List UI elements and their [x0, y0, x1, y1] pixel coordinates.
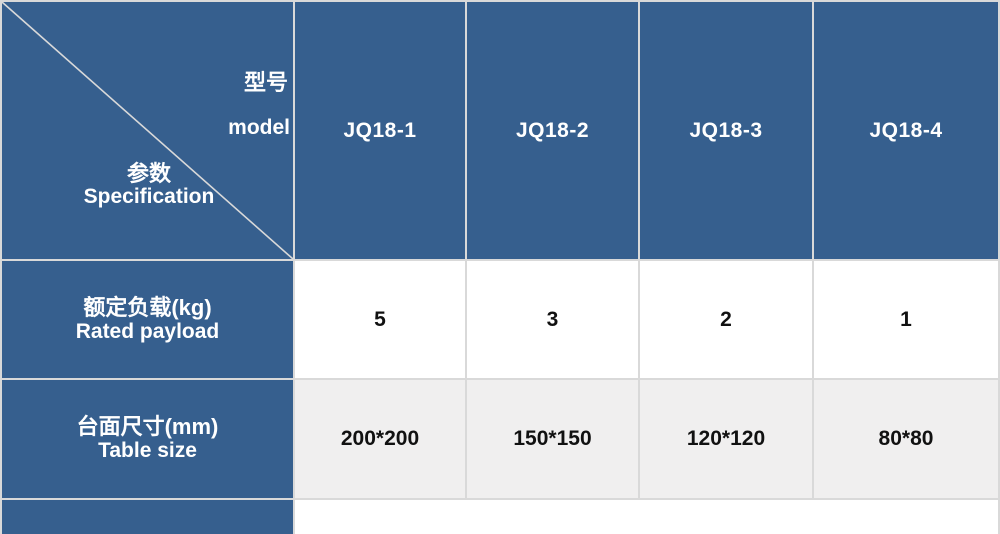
column-header-jq18-2: JQ18-2 — [467, 2, 638, 259]
cell-size-jq18-2: 150*150 — [467, 380, 638, 498]
row-label-zh: 台面尺寸(mm) — [76, 414, 219, 439]
row-label-zh: 额定负载(kg) — [83, 294, 212, 320]
cell-size-jq18-1: 200*200 — [295, 380, 465, 498]
column-header-jq18-4: JQ18-4 — [814, 2, 998, 259]
cell-size-jq18-3: 120*120 — [640, 380, 812, 498]
corner-spec-label: 参数 Specification — [20, 162, 278, 208]
row-label-en: Table size — [98, 439, 197, 462]
corner-header-cell: 型号 model 参数 Specification — [2, 2, 293, 259]
row-header-truncated — [2, 500, 293, 534]
corner-model-zh: 型号 — [243, 70, 288, 95]
diagonal-divider — [2, 2, 293, 259]
column-header-jq18-3: JQ18-3 — [640, 2, 812, 259]
cell-payload-jq18-1: 5 — [295, 261, 465, 378]
cell-payload-jq18-3: 2 — [640, 261, 812, 378]
corner-spec-en: Specification — [83, 185, 215, 208]
row-header-table-size: 台面尺寸(mm) Table size — [2, 380, 293, 498]
column-header-jq18-1: JQ18-1 — [295, 2, 465, 259]
cell-payload-jq18-4: 1 — [814, 261, 998, 378]
row-truncated-data-area — [295, 500, 998, 534]
cell-size-jq18-4: 80*80 — [814, 380, 998, 498]
row-label-en: Rated payload — [75, 319, 220, 343]
corner-spec-zh: 参数 — [126, 161, 171, 186]
row-header-rated-payload: 额定负载(kg) Rated payload — [2, 261, 293, 378]
corner-model-en: model — [228, 116, 290, 139]
cell-payload-jq18-2: 3 — [467, 261, 638, 378]
